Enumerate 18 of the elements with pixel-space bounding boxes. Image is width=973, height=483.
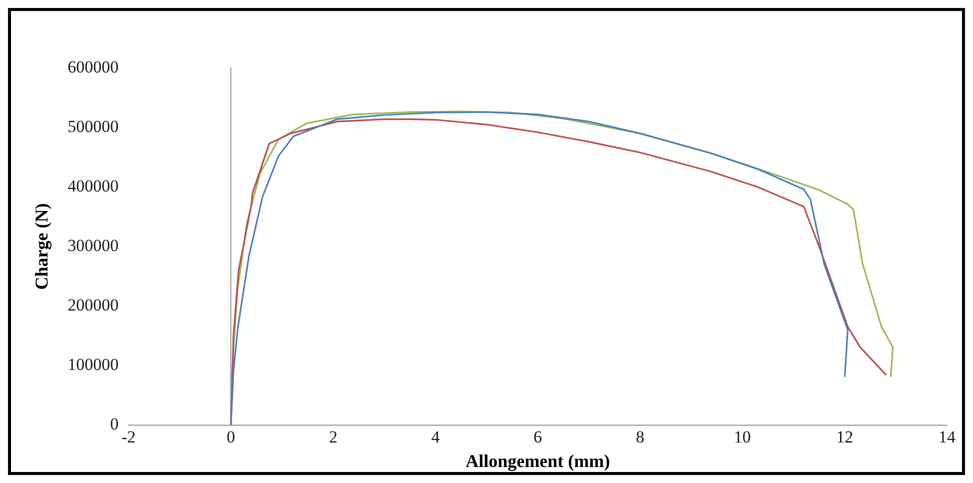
y-tick-label: 600000 — [68, 57, 119, 76]
x-tick-label: 6 — [534, 428, 542, 447]
y-tick-label: 400000 — [68, 176, 119, 196]
x-tick-label: 14 — [938, 428, 956, 447]
x-tick-label: 2 — [328, 428, 338, 447]
y-tick-label: 0 — [110, 414, 119, 434]
x-axis-title: Allongement (mm) — [466, 450, 610, 471]
y-tick-label: 100000 — [68, 354, 119, 374]
y-tick-label: 300000 — [68, 236, 119, 255]
x-tick-label: 10 — [734, 428, 751, 447]
y-axis-title: Charge (N) — [31, 203, 52, 290]
x-tick-label: 12 — [836, 428, 854, 447]
x-tick-label: -2 — [122, 428, 136, 447]
y-tick-label: 500000 — [68, 116, 119, 136]
y-tick-label: 200000 — [68, 295, 119, 314]
x-tick-label: 0 — [226, 428, 236, 447]
x-tick-label: 8 — [636, 428, 644, 447]
x-tick-label: 4 — [431, 428, 440, 447]
